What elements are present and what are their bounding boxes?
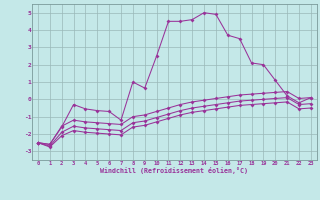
X-axis label: Windchill (Refroidissement éolien,°C): Windchill (Refroidissement éolien,°C) [100,167,248,174]
